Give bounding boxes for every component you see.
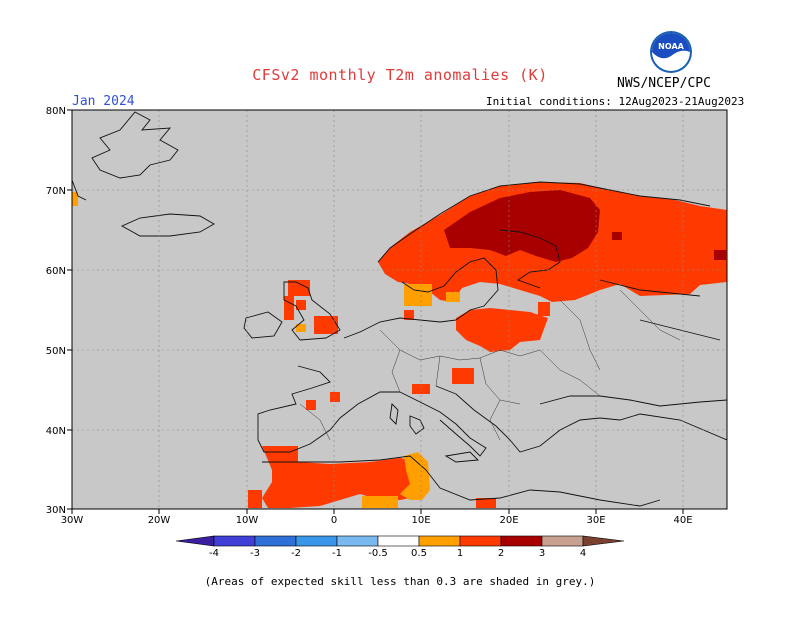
colorbar [175, 535, 625, 547]
map-background [72, 110, 727, 509]
anomaly-region-british-isles-warm [284, 280, 414, 334]
lon-label-40e: 40E [673, 515, 692, 526]
anomaly-region-scandinavia-strong-warm [444, 190, 726, 262]
colorbar-swatch-minus4-minus3 [213, 535, 256, 547]
colorbar-label: -4 [209, 548, 219, 559]
colorbar-swatch-2-3 [500, 535, 543, 547]
anomaly-region-baltic-poland-warm [412, 302, 550, 394]
colorbar-label: 4 [580, 548, 586, 559]
colorbar-label: 0.5 [411, 548, 427, 559]
forecast-month: Jan 2024 [72, 94, 135, 109]
lat-label-30n: 30N [46, 505, 66, 516]
lat-label-80n: 80N [46, 106, 66, 117]
colorbar-swatch-minus2-minus1 [295, 535, 338, 547]
colorbar-label: 1 [457, 548, 463, 559]
colorbar-swatch-1-2 [459, 535, 502, 547]
lon-label-20w: 20W [148, 515, 171, 526]
lat-lon-grid [72, 110, 727, 509]
anomaly-region-tunisia-libya-mild [72, 192, 430, 508]
logo-text: NOAA [658, 42, 684, 51]
lat-label-40n: 40N [46, 426, 66, 437]
coastlines [72, 111, 727, 507]
colorbar-swatch-minus1-minus05 [336, 535, 379, 547]
lat-label-50n: 50N [46, 346, 66, 357]
lat-label-70n: 70N [46, 186, 66, 197]
colorbar-label: 3 [539, 548, 545, 559]
colorbar-swatch-minus3-minus2 [254, 535, 297, 547]
initial-conditions: Initial conditions: 12Aug2023-21Aug2023 [486, 95, 745, 108]
axis-ticks [67, 109, 684, 514]
colorbar-swatch-3-4 [541, 535, 584, 547]
map-frame [71, 109, 728, 510]
colorbar-swatch-below-minus4 [175, 535, 215, 547]
lon-label-20e: 20E [499, 515, 518, 526]
colorbar-label: -0.5 [368, 548, 388, 559]
colorbar-label: 2 [498, 548, 504, 559]
skill-footnote: (Areas of expected skill less than 0.3 a… [204, 575, 596, 588]
colorbar-label: -1 [332, 548, 342, 559]
anomaly-region-north-africa-warm [248, 392, 496, 508]
colorbar-swatch-05-1 [418, 535, 461, 547]
lon-label-30e: 30E [586, 515, 605, 526]
lon-label-0: 0 [331, 515, 337, 526]
colorbar-swatch-neutral [377, 535, 420, 547]
lon-label-30w: 30W [61, 515, 84, 526]
colorbar-swatch-above-4 [582, 535, 625, 547]
anomaly-region-denmark-mild [296, 284, 460, 332]
lon-label-10w: 10W [236, 515, 259, 526]
colorbar-label: -3 [250, 548, 260, 559]
lat-label-60n: 60N [46, 266, 66, 277]
lon-label-10e: 10E [411, 515, 430, 526]
country-borders [299, 289, 681, 441]
map-title: CFSv2 monthly T2m anomalies (K) [252, 66, 548, 84]
noaa-logo: NOAA [649, 30, 693, 78]
colorbar-label: -2 [291, 548, 301, 559]
agency-label: NWS/NCEP/CPC [617, 76, 711, 91]
